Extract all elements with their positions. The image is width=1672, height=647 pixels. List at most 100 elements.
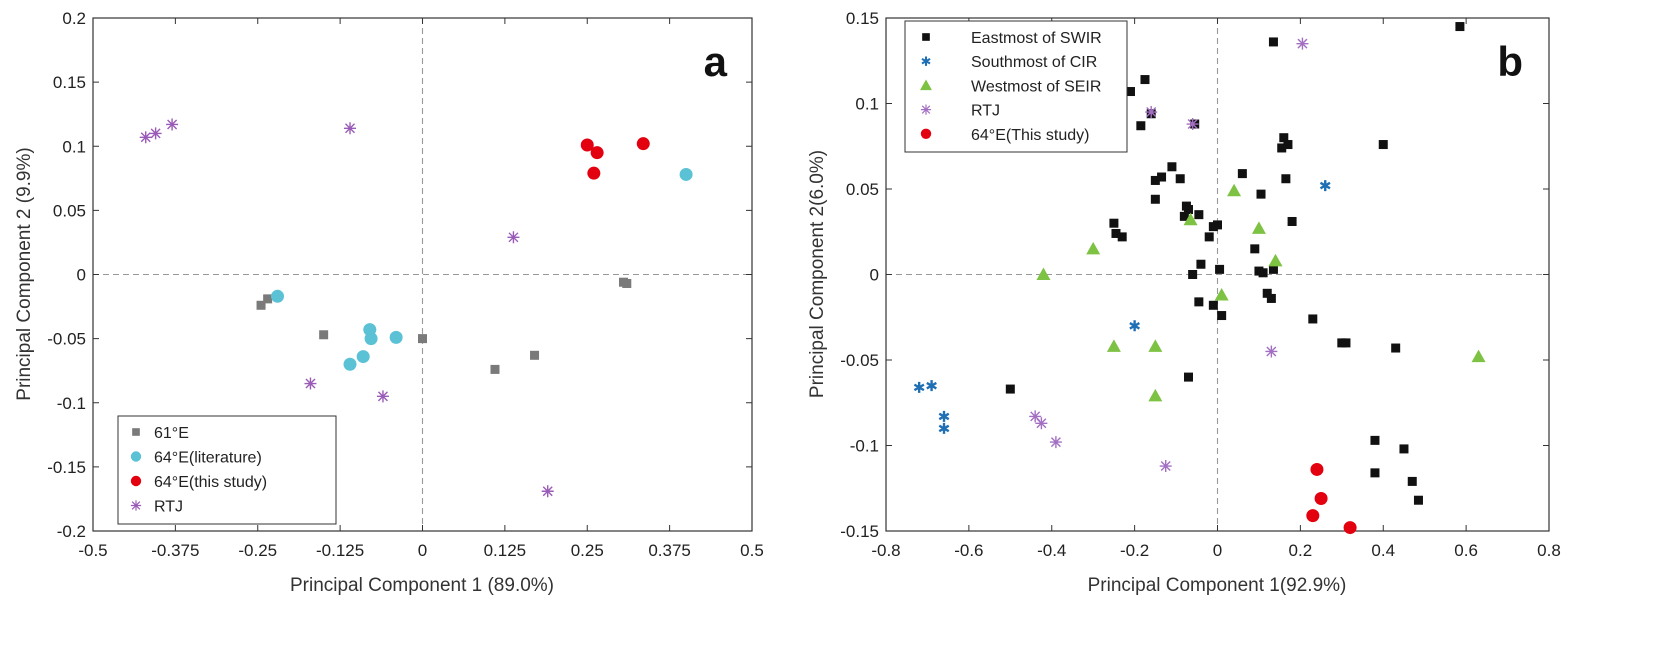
data-point	[1370, 435, 1380, 445]
series-0	[1005, 22, 1465, 505]
legend-marker-shape	[920, 104, 932, 115]
data-point	[166, 118, 179, 131]
data-point	[1308, 314, 1318, 324]
data-point	[1343, 521, 1357, 535]
data-point	[1407, 476, 1417, 486]
data-point	[1287, 216, 1297, 226]
series-3	[1029, 37, 1309, 473]
x-tick-label: -0.25	[238, 541, 277, 560]
data-point	[1217, 311, 1227, 321]
x-tick-label: 0.4	[1371, 541, 1395, 560]
legend-label: Eastmost of SWIR	[971, 30, 1102, 47]
y-tick-label: 0.1	[62, 137, 86, 156]
legend: 61°E 64°E(literature) 64°E(this study) RTJ	[117, 415, 337, 525]
series-2	[1036, 183, 1486, 402]
legend-marker-shape	[920, 79, 932, 91]
data-point	[1036, 267, 1051, 280]
y-tick-label: 0.05	[846, 180, 879, 199]
x-tick-label: 0.8	[1537, 541, 1561, 560]
data-point	[1188, 270, 1198, 279]
data-point	[1268, 253, 1283, 267]
data-point	[1277, 143, 1287, 153]
data-point	[1471, 349, 1486, 363]
x-tick-label: 0.125	[484, 541, 527, 560]
x-tick-label: -0.5	[78, 541, 107, 560]
data-point	[530, 350, 540, 360]
y-tick-label: -0.2	[57, 522, 86, 541]
x-tick-label: 0.5	[740, 541, 764, 560]
legend-label: RTJ	[154, 499, 183, 516]
data-point	[1310, 462, 1324, 476]
data-point	[1049, 436, 1062, 449]
series-2	[580, 137, 650, 180]
data-point	[1391, 343, 1401, 353]
data-point	[1413, 495, 1423, 505]
data-point	[1296, 37, 1309, 50]
legend-marker-shape	[922, 33, 930, 41]
data-point	[1279, 133, 1289, 143]
legend-label: 64°E(this study)	[154, 474, 267, 491]
data-point	[1150, 194, 1160, 204]
x-tick-label: -0.8	[871, 541, 900, 560]
y-axis-label: Principal Component 2 (9.9%)	[14, 147, 35, 400]
data-point	[1306, 509, 1320, 523]
legend-label: 61°E	[154, 425, 189, 442]
data-point	[376, 390, 389, 403]
chart-panel-b: -0.8 -0.6 -0.4 -0.2 0 0.2 0.4 0.6 0.8 -0.15 -0.1 -0…	[807, 9, 1561, 596]
y-tick-label: -0.15	[47, 458, 86, 477]
legend-label: 64°E(This study)	[971, 127, 1089, 144]
series-1	[913, 180, 1331, 434]
y-tick-label: 0.1	[855, 95, 879, 114]
data-point	[1148, 339, 1163, 352]
y-tick-label: -0.1	[850, 437, 879, 456]
y-tick-label: -0.1	[57, 394, 86, 413]
data-point	[1111, 228, 1121, 238]
data-point	[304, 377, 317, 390]
legend-marker-shape	[130, 451, 142, 462]
data-point	[590, 146, 604, 160]
data-point	[1268, 264, 1278, 274]
data-point	[679, 167, 693, 181]
x-tick-label: -0.375	[151, 541, 199, 560]
data-point	[389, 330, 403, 344]
data-point	[1029, 410, 1042, 423]
data-point	[587, 166, 601, 180]
data-point	[490, 364, 500, 374]
legend-marker	[130, 500, 142, 511]
data-point	[1283, 140, 1293, 150]
data-point	[938, 410, 950, 422]
data-point	[1194, 297, 1204, 307]
legend-marker	[921, 56, 931, 66]
data-point	[1035, 417, 1048, 430]
legend-marker-shape	[130, 500, 142, 511]
chart-panel-a: -0.5 -0.375 -0.25 -0.125 0 0.125 0.25 0.375 0.5 -…	[14, 9, 764, 596]
data-point	[256, 300, 266, 310]
data-point	[1256, 189, 1266, 199]
data-point	[926, 380, 937, 392]
y-tick-label: 0	[77, 266, 86, 285]
x-tick-label: -0.6	[954, 541, 983, 560]
x-axis-label: Principal Component 1(92.9%)	[1088, 575, 1347, 596]
data-point	[938, 422, 950, 434]
y-tick-label: 0.05	[53, 201, 86, 220]
legend-marker	[920, 79, 932, 91]
data-point	[139, 131, 152, 144]
panel-label: b	[1497, 38, 1523, 85]
data-point	[1175, 174, 1185, 184]
data-point	[636, 137, 650, 151]
x-axis-label: Principal Component 1 (89.0%)	[290, 575, 554, 596]
series-4	[1306, 462, 1357, 535]
y-axis-label: Principal Component 2(6.0%)	[807, 150, 828, 398]
data-point	[271, 289, 285, 303]
data-point	[1341, 338, 1351, 348]
data-point	[1157, 172, 1167, 182]
data-point	[1208, 300, 1218, 310]
data-point	[1167, 162, 1177, 172]
data-point	[1281, 174, 1291, 184]
data-point	[1262, 288, 1272, 298]
data-point	[1314, 492, 1328, 506]
data-point	[507, 231, 520, 244]
legend-box	[117, 415, 337, 525]
